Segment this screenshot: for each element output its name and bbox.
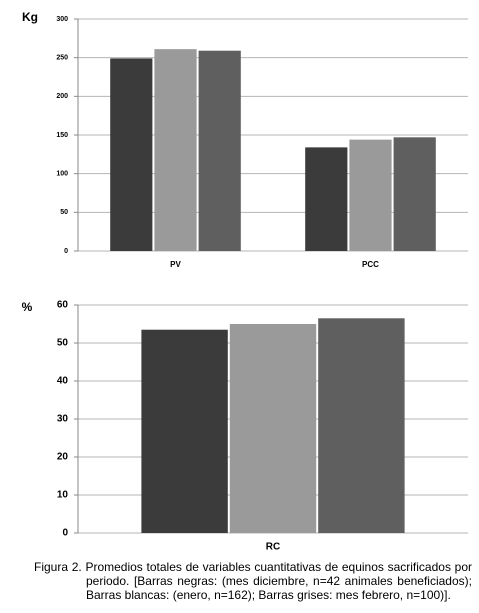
- bar: [229, 324, 317, 533]
- bar: [110, 58, 153, 251]
- x-tick-label: PV: [170, 260, 181, 269]
- bar: [198, 50, 241, 251]
- x-tick-label: PCC: [362, 260, 379, 269]
- y-tick-label: 50: [60, 209, 68, 216]
- x-tick-label: RC: [266, 542, 280, 553]
- y-tick-label: 0: [64, 248, 68, 255]
- y-tick-label: 200: [56, 93, 68, 100]
- caption: Figura 2. Promedios totales de variables…: [34, 560, 472, 602]
- bar: [154, 49, 197, 251]
- y-tick-label: 250: [56, 55, 68, 62]
- y-tick-label: 300: [56, 16, 68, 23]
- bar: [318, 318, 405, 533]
- y-tick-label: 150: [56, 132, 68, 139]
- charts: Kg 0 50 100 150 200 250 300 PV PCC% 0 10 20 30 40 50 60 R…: [22, 10, 468, 553]
- y-tick-label: 100: [56, 171, 68, 178]
- y-axis-label: Kg: [22, 10, 38, 24]
- bar: [305, 147, 348, 251]
- bar: [141, 329, 228, 533]
- y-axis-label: %: [22, 300, 33, 314]
- y-tick-label: 20: [57, 452, 69, 463]
- y-tick-label: 10: [57, 490, 69, 501]
- y-tick-label: 40: [57, 376, 69, 387]
- y-tick-label: 60: [57, 300, 69, 311]
- bar: [393, 137, 436, 251]
- y-tick-label: 50: [57, 338, 69, 349]
- bar: [349, 139, 392, 251]
- y-tick-label: 0: [62, 528, 68, 539]
- y-tick-label: 30: [57, 414, 69, 425]
